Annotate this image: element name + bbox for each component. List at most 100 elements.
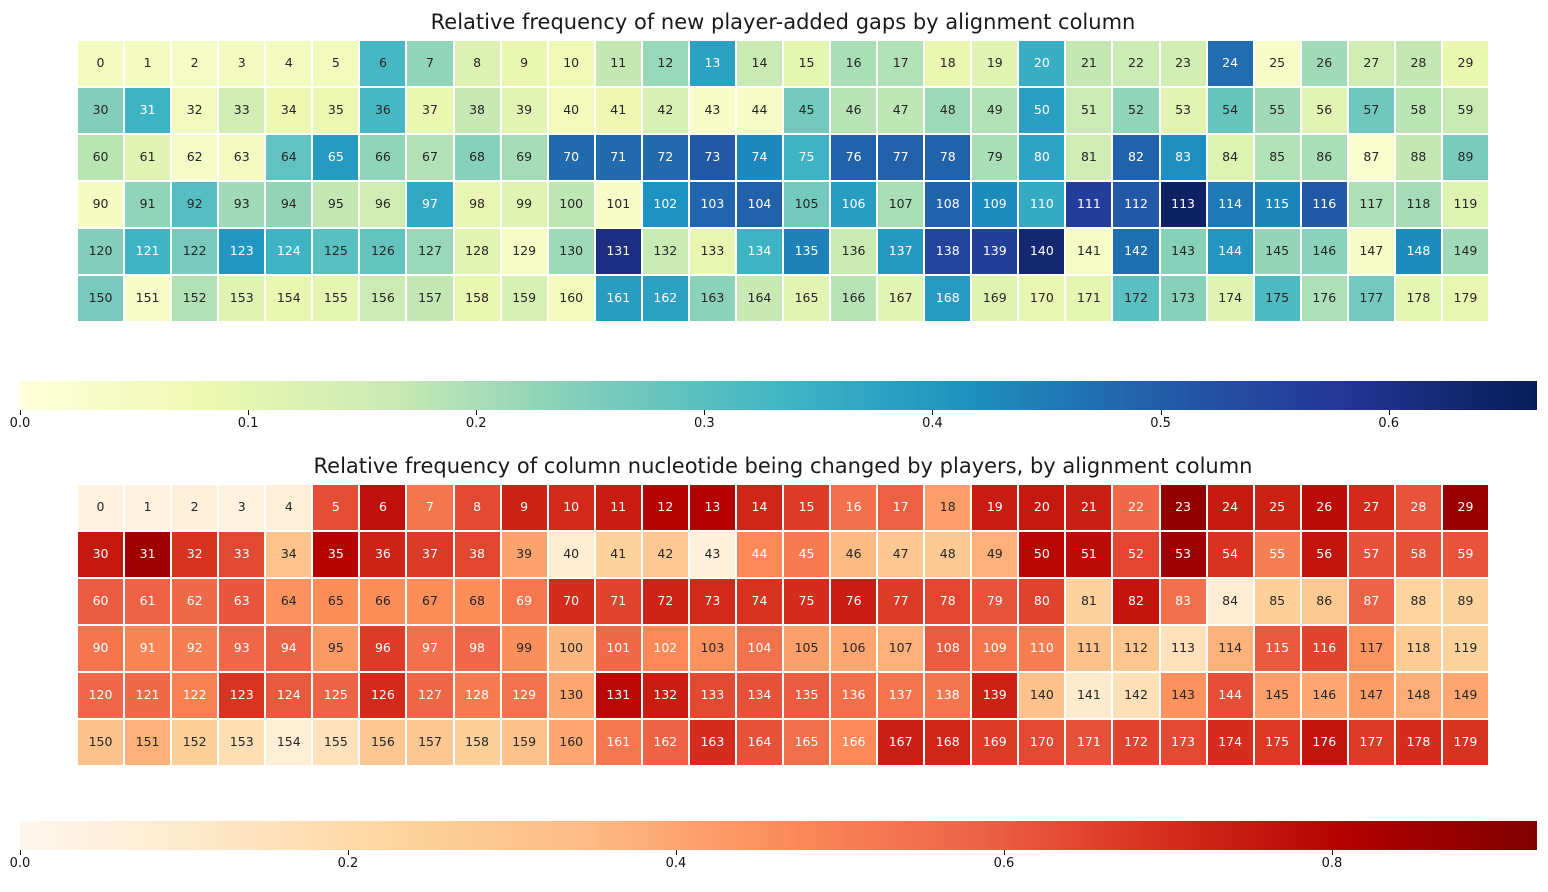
heatmap-cell: 74 bbox=[736, 579, 782, 624]
heatmap-cell: 116 bbox=[1301, 182, 1347, 227]
heatmap-cell: 144 bbox=[1207, 673, 1253, 718]
heatmap-cell: 160 bbox=[548, 720, 594, 765]
heatmap-cell: 120 bbox=[78, 229, 124, 274]
heatmap-cell: 17 bbox=[878, 41, 924, 86]
heatmap-cell: 104 bbox=[736, 626, 782, 671]
heatmap-cell: 86 bbox=[1301, 135, 1347, 180]
heatmap-cell: 44 bbox=[736, 532, 782, 577]
heatmap-cell: 105 bbox=[783, 626, 830, 671]
colorbar-tick-mark bbox=[20, 850, 21, 855]
heatmap-cell: 122 bbox=[172, 229, 218, 274]
heatmap-cell: 40 bbox=[548, 88, 594, 133]
heatmap-cell: 91 bbox=[125, 182, 171, 227]
colorbar-tick-label: 0.4 bbox=[922, 416, 943, 431]
heatmap-cell: 47 bbox=[878, 88, 924, 133]
heatmap-cell: 130 bbox=[548, 673, 594, 718]
heatmap-cell: 173 bbox=[1160, 276, 1206, 321]
heatmap-cell: 137 bbox=[878, 673, 924, 718]
heatmap-cell: 171 bbox=[1066, 276, 1112, 321]
heatmap-cell: 66 bbox=[360, 135, 406, 180]
heatmap-cell: 20 bbox=[1019, 41, 1065, 86]
heatmap-cell: 115 bbox=[1254, 182, 1300, 227]
heatmap-cell: 53 bbox=[1160, 532, 1206, 577]
heatmap-cell: 134 bbox=[736, 673, 782, 718]
heatmap-cell: 12 bbox=[642, 41, 688, 86]
heatmap-cell: 157 bbox=[407, 720, 453, 765]
heatmap-cell: 105 bbox=[783, 182, 830, 227]
heatmap-cell: 65 bbox=[313, 135, 359, 180]
heatmap-cell: 64 bbox=[266, 579, 312, 624]
heatmap-cell: 167 bbox=[878, 720, 924, 765]
heatmap-cell: 23 bbox=[1160, 485, 1206, 530]
heatmap-cell: 157 bbox=[407, 276, 453, 321]
heatmap-cell: 58 bbox=[1395, 532, 1441, 577]
heatmap-cell: 8 bbox=[454, 41, 500, 86]
heatmap-cell: 176 bbox=[1301, 276, 1347, 321]
heatmap-cell: 176 bbox=[1301, 720, 1347, 765]
heatmap-cell: 127 bbox=[407, 229, 453, 274]
heatmap-cell: 154 bbox=[266, 276, 312, 321]
heatmap-cell: 140 bbox=[1019, 229, 1065, 274]
colorbar-tick-label: 0.0 bbox=[9, 416, 31, 431]
heatmap-cell: 86 bbox=[1301, 579, 1347, 624]
heatmap-cell: 25 bbox=[1254, 41, 1300, 86]
heatmap-cell: 112 bbox=[1113, 182, 1159, 227]
heatmap-cell: 149 bbox=[1442, 229, 1488, 274]
heatmap-cell: 146 bbox=[1301, 673, 1347, 718]
heatmap-cell: 104 bbox=[736, 182, 782, 227]
heatmap-cell: 90 bbox=[78, 626, 124, 671]
heatmap-cell: 4 bbox=[266, 485, 312, 530]
heatmap-cell: 55 bbox=[1254, 532, 1300, 577]
colorbar-tick-mark bbox=[932, 410, 934, 415]
heatmap-cell: 137 bbox=[878, 229, 924, 274]
heatmap-cell: 92 bbox=[172, 182, 218, 227]
heatmap-cell: 95 bbox=[313, 182, 359, 227]
heatmap-cell: 93 bbox=[219, 626, 265, 671]
heatmap-cell: 126 bbox=[360, 673, 406, 718]
heatmap-cell: 45 bbox=[783, 532, 830, 577]
heatmap-cell: 65 bbox=[313, 579, 359, 624]
heatmap-cell: 62 bbox=[172, 579, 218, 624]
heatmap-cell: 177 bbox=[1348, 720, 1394, 765]
heatmap-cell: 51 bbox=[1066, 88, 1112, 133]
heatmap-cell: 15 bbox=[783, 485, 830, 530]
heatmap-cell: 175 bbox=[1254, 276, 1300, 321]
heatmap-cell: 49 bbox=[972, 88, 1018, 133]
heatmap-cell: 119 bbox=[1442, 182, 1488, 227]
heatmap-cell: 62 bbox=[172, 135, 218, 180]
heatmap-cell: 150 bbox=[78, 720, 124, 765]
heatmap-cell: 68 bbox=[454, 135, 500, 180]
heatmap-cell: 16 bbox=[831, 485, 877, 530]
heatmap-cell: 71 bbox=[595, 579, 641, 624]
heatmap-cell: 60 bbox=[78, 135, 124, 180]
heatmap-cell: 162 bbox=[642, 720, 688, 765]
heatmap-cell: 31 bbox=[125, 88, 171, 133]
heatmap-cell: 153 bbox=[219, 276, 265, 321]
heatmap-cell: 84 bbox=[1207, 579, 1253, 624]
heatmap-cell: 33 bbox=[219, 88, 265, 133]
heatmap-cell: 24 bbox=[1207, 41, 1253, 86]
heatmap-cell: 21 bbox=[1066, 485, 1112, 530]
heatmap-cell: 122 bbox=[172, 673, 218, 718]
heatmap-cell: 97 bbox=[407, 182, 453, 227]
heatmap-cell: 77 bbox=[878, 135, 924, 180]
heatmap-cell: 169 bbox=[972, 276, 1018, 321]
heatmap-cell: 36 bbox=[360, 88, 406, 133]
heatmap-cell: 19 bbox=[972, 485, 1018, 530]
heatmap-cell: 145 bbox=[1254, 673, 1300, 718]
heatmap-cell: 125 bbox=[313, 673, 359, 718]
heatmap-cell: 39 bbox=[501, 532, 547, 577]
heatmap-cell: 69 bbox=[501, 579, 547, 624]
heatmap-cell: 112 bbox=[1113, 626, 1159, 671]
heatmap-cell: 108 bbox=[925, 626, 971, 671]
heatmap-cell: 43 bbox=[689, 88, 735, 133]
heatmap-cell: 74 bbox=[736, 135, 782, 180]
heatmap-cell: 156 bbox=[360, 720, 406, 765]
heatmap-cell: 57 bbox=[1348, 88, 1394, 133]
heatmap-cell: 15 bbox=[783, 41, 830, 86]
heatmap-cell: 31 bbox=[125, 532, 171, 577]
heatmap-cell: 60 bbox=[78, 579, 124, 624]
heatmap-cell: 89 bbox=[1442, 135, 1488, 180]
heatmap-cell: 169 bbox=[972, 720, 1018, 765]
heatmap-cell: 111 bbox=[1066, 182, 1112, 227]
